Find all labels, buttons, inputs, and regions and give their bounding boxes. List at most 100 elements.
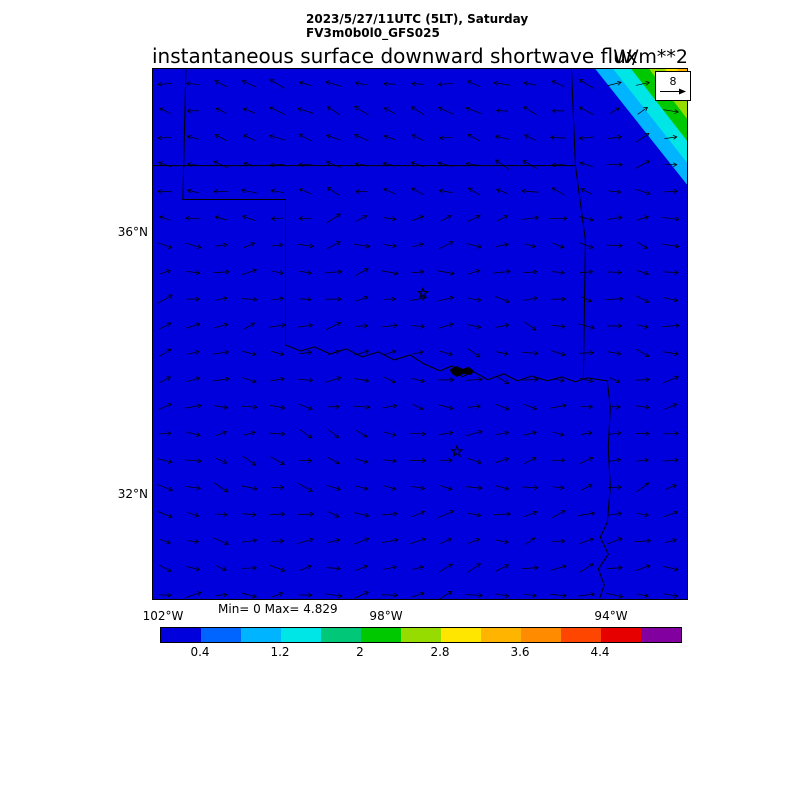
wind-arrow [578, 106, 594, 115]
wind-arrow [215, 592, 228, 598]
wind-arrow [439, 458, 453, 463]
wind-arrow [326, 213, 341, 224]
lon-label-98w: 98°W [369, 609, 403, 623]
wind-arrow [466, 243, 482, 249]
wind-arrow [466, 80, 481, 88]
wind-arrow [662, 216, 680, 222]
wind-arrow [637, 106, 649, 115]
wind-arrow [580, 188, 593, 195]
minmax-label: Min= 0 Max= 4.829 [218, 602, 338, 616]
wind-arrow [410, 485, 426, 491]
wind-arrow [494, 159, 510, 170]
wind-arrow [383, 376, 396, 384]
wind-arrow [158, 431, 172, 436]
wind-arrow [186, 322, 201, 329]
wind-arrow [355, 458, 369, 464]
colorbar-segment [441, 628, 481, 642]
wind-arrow [522, 350, 539, 356]
colorbar-segment [321, 628, 361, 642]
wind-arrow [269, 79, 285, 89]
colorbar-segment [641, 628, 681, 642]
wind-arrow [411, 134, 424, 141]
reference-vector-box: 8 [655, 71, 691, 101]
wind-arrow [297, 511, 315, 517]
wind-arrow [412, 565, 424, 570]
wind-arrow [270, 538, 285, 544]
wind-arrow [663, 566, 679, 572]
wind-arrow [159, 215, 171, 221]
wind-arrow [439, 484, 453, 491]
map-panel [152, 68, 688, 600]
lake-marker [449, 365, 474, 377]
wind-arrow [495, 564, 510, 572]
wind-arrow [269, 323, 286, 328]
wind-arrow [381, 538, 399, 544]
wind-arrow [493, 269, 511, 275]
wind-arrow [549, 135, 566, 140]
wind-arrow [243, 430, 256, 436]
wind-arrow [551, 538, 566, 544]
wind-arrow [382, 403, 398, 409]
wind-arrow [241, 404, 258, 410]
wind-arrow [241, 538, 258, 543]
wind-arrow [384, 296, 397, 302]
wind-arrow [157, 511, 173, 519]
wind-arrow [607, 430, 622, 436]
wind-arrow [354, 512, 370, 518]
wind-arrow [412, 215, 425, 221]
wind-arrow [383, 485, 397, 491]
wind-arrow [663, 188, 679, 194]
wind-arrow [409, 537, 427, 545]
wind-arrow [467, 324, 482, 330]
wind-arrow [214, 215, 228, 221]
wind-arrow [184, 458, 202, 464]
wind-arrow [606, 565, 623, 571]
wind-arrow [383, 216, 397, 222]
wind-arrow [496, 215, 509, 222]
lon-label-102w: 102°W [142, 609, 184, 623]
wind-arrow [437, 270, 455, 276]
wind-arrow [353, 243, 371, 249]
wind-arrow [186, 376, 201, 383]
wind-arrow [524, 592, 537, 598]
wind-arrow [578, 135, 594, 141]
wind-arrow [355, 323, 369, 329]
wind-arrow [551, 80, 565, 88]
wind-arrow [158, 592, 172, 598]
wind-arrow [579, 563, 594, 573]
wind-arrow [159, 107, 171, 114]
wind-arrow [467, 512, 482, 518]
wind-arrow [270, 188, 284, 194]
wind-arrow [325, 593, 343, 599]
wind-arrow [635, 377, 650, 383]
wind-arrow [185, 81, 200, 86]
wind-arrow [495, 457, 510, 463]
wind-arrow [383, 81, 396, 87]
wind-arrow [298, 80, 312, 86]
wind-arrow [662, 243, 680, 249]
wind-arrow [326, 376, 342, 383]
wind-arrow [241, 215, 257, 222]
wind-arrow [468, 537, 481, 544]
wind-arrow [271, 270, 284, 276]
wind-arrow [214, 322, 229, 329]
wind-arrow [241, 268, 258, 276]
wind-arrow [382, 323, 398, 329]
wind-arrow [326, 565, 341, 571]
colorbar-segment [281, 628, 321, 642]
wind-arrow [157, 135, 172, 141]
wind-arrow [579, 161, 593, 168]
wind-arrow [549, 216, 568, 221]
wind-arrow [383, 188, 396, 195]
wind-arrow [158, 403, 172, 410]
wind-arrow [270, 376, 285, 382]
wind-arrow [579, 242, 594, 249]
wind-arrow [608, 404, 621, 410]
colorbar-segment [561, 628, 601, 642]
wind-arrow [410, 296, 426, 301]
run-datetime-label: 2023/5/27/11UTC (5LT), Saturday [306, 12, 529, 26]
wind-arrow [494, 295, 510, 303]
wind-arrow [353, 404, 371, 410]
wind-arrow [242, 377, 257, 384]
wind-arrow [606, 215, 623, 221]
